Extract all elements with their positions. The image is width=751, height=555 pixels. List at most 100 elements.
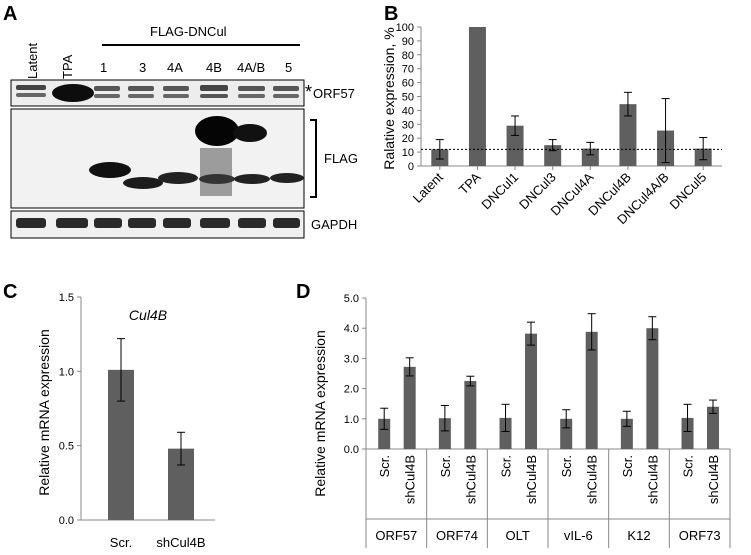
blot-lane-label-tpa: TPA: [60, 54, 75, 79]
flag-band-3: [123, 177, 163, 189]
chart-b-x-tick-label: Latent: [410, 169, 446, 205]
chart-c-y-tick-label: 1.0: [59, 366, 74, 378]
orf57-band-tpa: [52, 84, 94, 102]
flag-band-4b-low: [199, 174, 235, 184]
blot-strip-flag: [10, 108, 305, 209]
chart-b-x-tick-label: TPA: [456, 169, 484, 197]
chart-d-bar-1-1: [464, 381, 477, 449]
chart-c-y-tick-label: 0.0: [59, 515, 74, 527]
chart-d-group-label: vIL-6: [564, 528, 593, 543]
chart-d-condition-label: shCul4B: [645, 455, 660, 504]
orf57-band-4a-lower: [163, 94, 189, 98]
chart-d-viral-gene-expression: 0.0 1.0 2.0 3.0 4.0 5.0 Scr. shCul4B ORF57 Scr. sh…: [312, 293, 731, 548]
panel-letter-c: C: [3, 281, 17, 303]
chart-d-condition-label: Scr.: [620, 455, 635, 477]
flag-band-4ab-low: [234, 174, 270, 184]
chart-c-title: Cul4B: [129, 307, 167, 323]
chart-d-condition-label: shCul4B: [585, 455, 600, 504]
chart-d-condition-label: Scr.: [559, 455, 574, 477]
orf57-band-5-lower: [273, 94, 299, 98]
chart-b-bar-1: [468, 27, 486, 166]
gapdh-band-4a: [163, 218, 191, 228]
chart-d-bar-3-0: [560, 418, 573, 449]
chart-d-group-label: K12: [627, 528, 650, 543]
chart-d-condition-label: shCul4B: [524, 455, 539, 504]
chart-d-bar-2-0: [499, 417, 512, 449]
orf57-band-1: [94, 86, 120, 91]
chart-d-condition-label: Scr.: [681, 455, 696, 477]
gapdh-band-4ab: [238, 218, 266, 228]
chart-d-condition-label: Scr.: [499, 455, 514, 477]
blot-row-label-orf57: ORF57: [313, 86, 355, 101]
chart-d-bar-1-0: [438, 418, 451, 449]
chart-d-bar-3-1: [585, 331, 598, 449]
chart-b-y-tick-label: 10: [402, 147, 414, 159]
chart-d-y-tick-label: 1.0: [344, 414, 359, 426]
flag-band-4b-smear: [200, 148, 232, 196]
flag-bands: [89, 116, 304, 196]
orf57-band-3: [128, 86, 154, 91]
western-blot-panel: FLAG-DNCul Latent TPA 1 3 4A 4B 4A/B 5: [10, 24, 358, 239]
blot-row-label-flag: FLAG: [324, 151, 358, 166]
chart-d-y-tick-label: 0.0: [344, 444, 359, 456]
gapdh-band-latent: [16, 218, 46, 228]
chart-c-x-tick-label: Scr.: [110, 535, 132, 550]
chart-b-bar-5: [619, 104, 637, 166]
chart-d-condition-label: shCul4B: [706, 455, 721, 504]
chart-d-bar-4-1: [646, 328, 659, 449]
panel-letter-b: B: [384, 3, 398, 25]
blot-lane-label-4b: 4B: [206, 60, 222, 75]
orf57-band-5: [273, 86, 299, 91]
chart-b-y-tick-label: 90: [402, 36, 414, 48]
blot-row-label-gapdh: GAPDH: [311, 217, 357, 232]
blot-lane-label-5: 5: [285, 60, 292, 75]
chart-b-x-tick-label: DNCul5: [667, 170, 710, 213]
chart-d-bar-0-1: [403, 366, 416, 449]
blot-lane-label-latent: Latent: [25, 42, 40, 79]
orf57-band-1-lower: [94, 94, 120, 98]
chart-d-y-tick-label: 5.0: [344, 293, 359, 305]
orf57-band-3-lower: [128, 94, 154, 98]
chart-d-condition-label: shCul4B: [463, 455, 478, 504]
chart-d-condition-label: Scr.: [377, 455, 392, 477]
chart-d-y-tick-label: 2.0: [344, 384, 359, 396]
orf57-asterisk: *: [305, 82, 312, 102]
chart-b-y-tick-label: 40: [402, 105, 414, 117]
chart-b-y-tick-label: 0: [408, 161, 414, 173]
gapdh-band-3: [128, 218, 156, 228]
orf57-band-4ab-lower: [238, 94, 265, 98]
chart-b-y-axis-title: Ralative expression, %: [381, 27, 397, 169]
orf57-band-latent-lower: [16, 93, 46, 97]
blot-lane-label-4ab: 4A/B: [237, 60, 265, 75]
flag-band-4a: [158, 172, 198, 184]
chart-b-bar-4: [581, 148, 599, 166]
chart-c-y-axis-title: Relative mRNA expression: [36, 329, 52, 496]
flag-band-4b-top: [195, 116, 239, 146]
flag-band-1: [89, 162, 131, 178]
orf57-band-4a: [163, 86, 189, 91]
gapdh-band-tpa: [56, 218, 88, 228]
chart-b-y-tick-label: 80: [402, 50, 414, 62]
chart-d-group-label: ORF57: [375, 528, 417, 543]
chart-d-bar-2-1: [525, 333, 538, 449]
chart-b-x-tick-label: DNCul1: [478, 170, 521, 213]
chart-b-y-tick-label: 60: [402, 78, 414, 90]
blot-header-label: FLAG-DNCul: [150, 24, 227, 39]
chart-d-condition-label: shCul4B: [403, 455, 418, 504]
chart-b-y-tick-label: 50: [402, 92, 414, 104]
chart-d-y-axis-title: Relative mRNA expression: [312, 330, 328, 497]
chart-c-cul4b-expression: 0.0 0.5 1.0 1.5 Scr. shCul4B Cul4B Relative mRN…: [36, 292, 215, 550]
flag-band-5: [270, 173, 304, 183]
chart-d-bar-5-0: [681, 417, 694, 449]
orf57-band-4b-lower: [200, 94, 228, 98]
gapdh-band-1: [94, 218, 122, 228]
gapdh-band-5: [273, 218, 300, 228]
flag-band-4ab-top: [233, 124, 267, 142]
orf57-bands: [16, 84, 299, 102]
gapdh-band-4b: [200, 218, 230, 228]
chart-b-bar-2: [506, 125, 524, 166]
blot-lane-label-4a: 4A: [167, 60, 183, 75]
blot-lane-label-3: 3: [139, 60, 146, 75]
